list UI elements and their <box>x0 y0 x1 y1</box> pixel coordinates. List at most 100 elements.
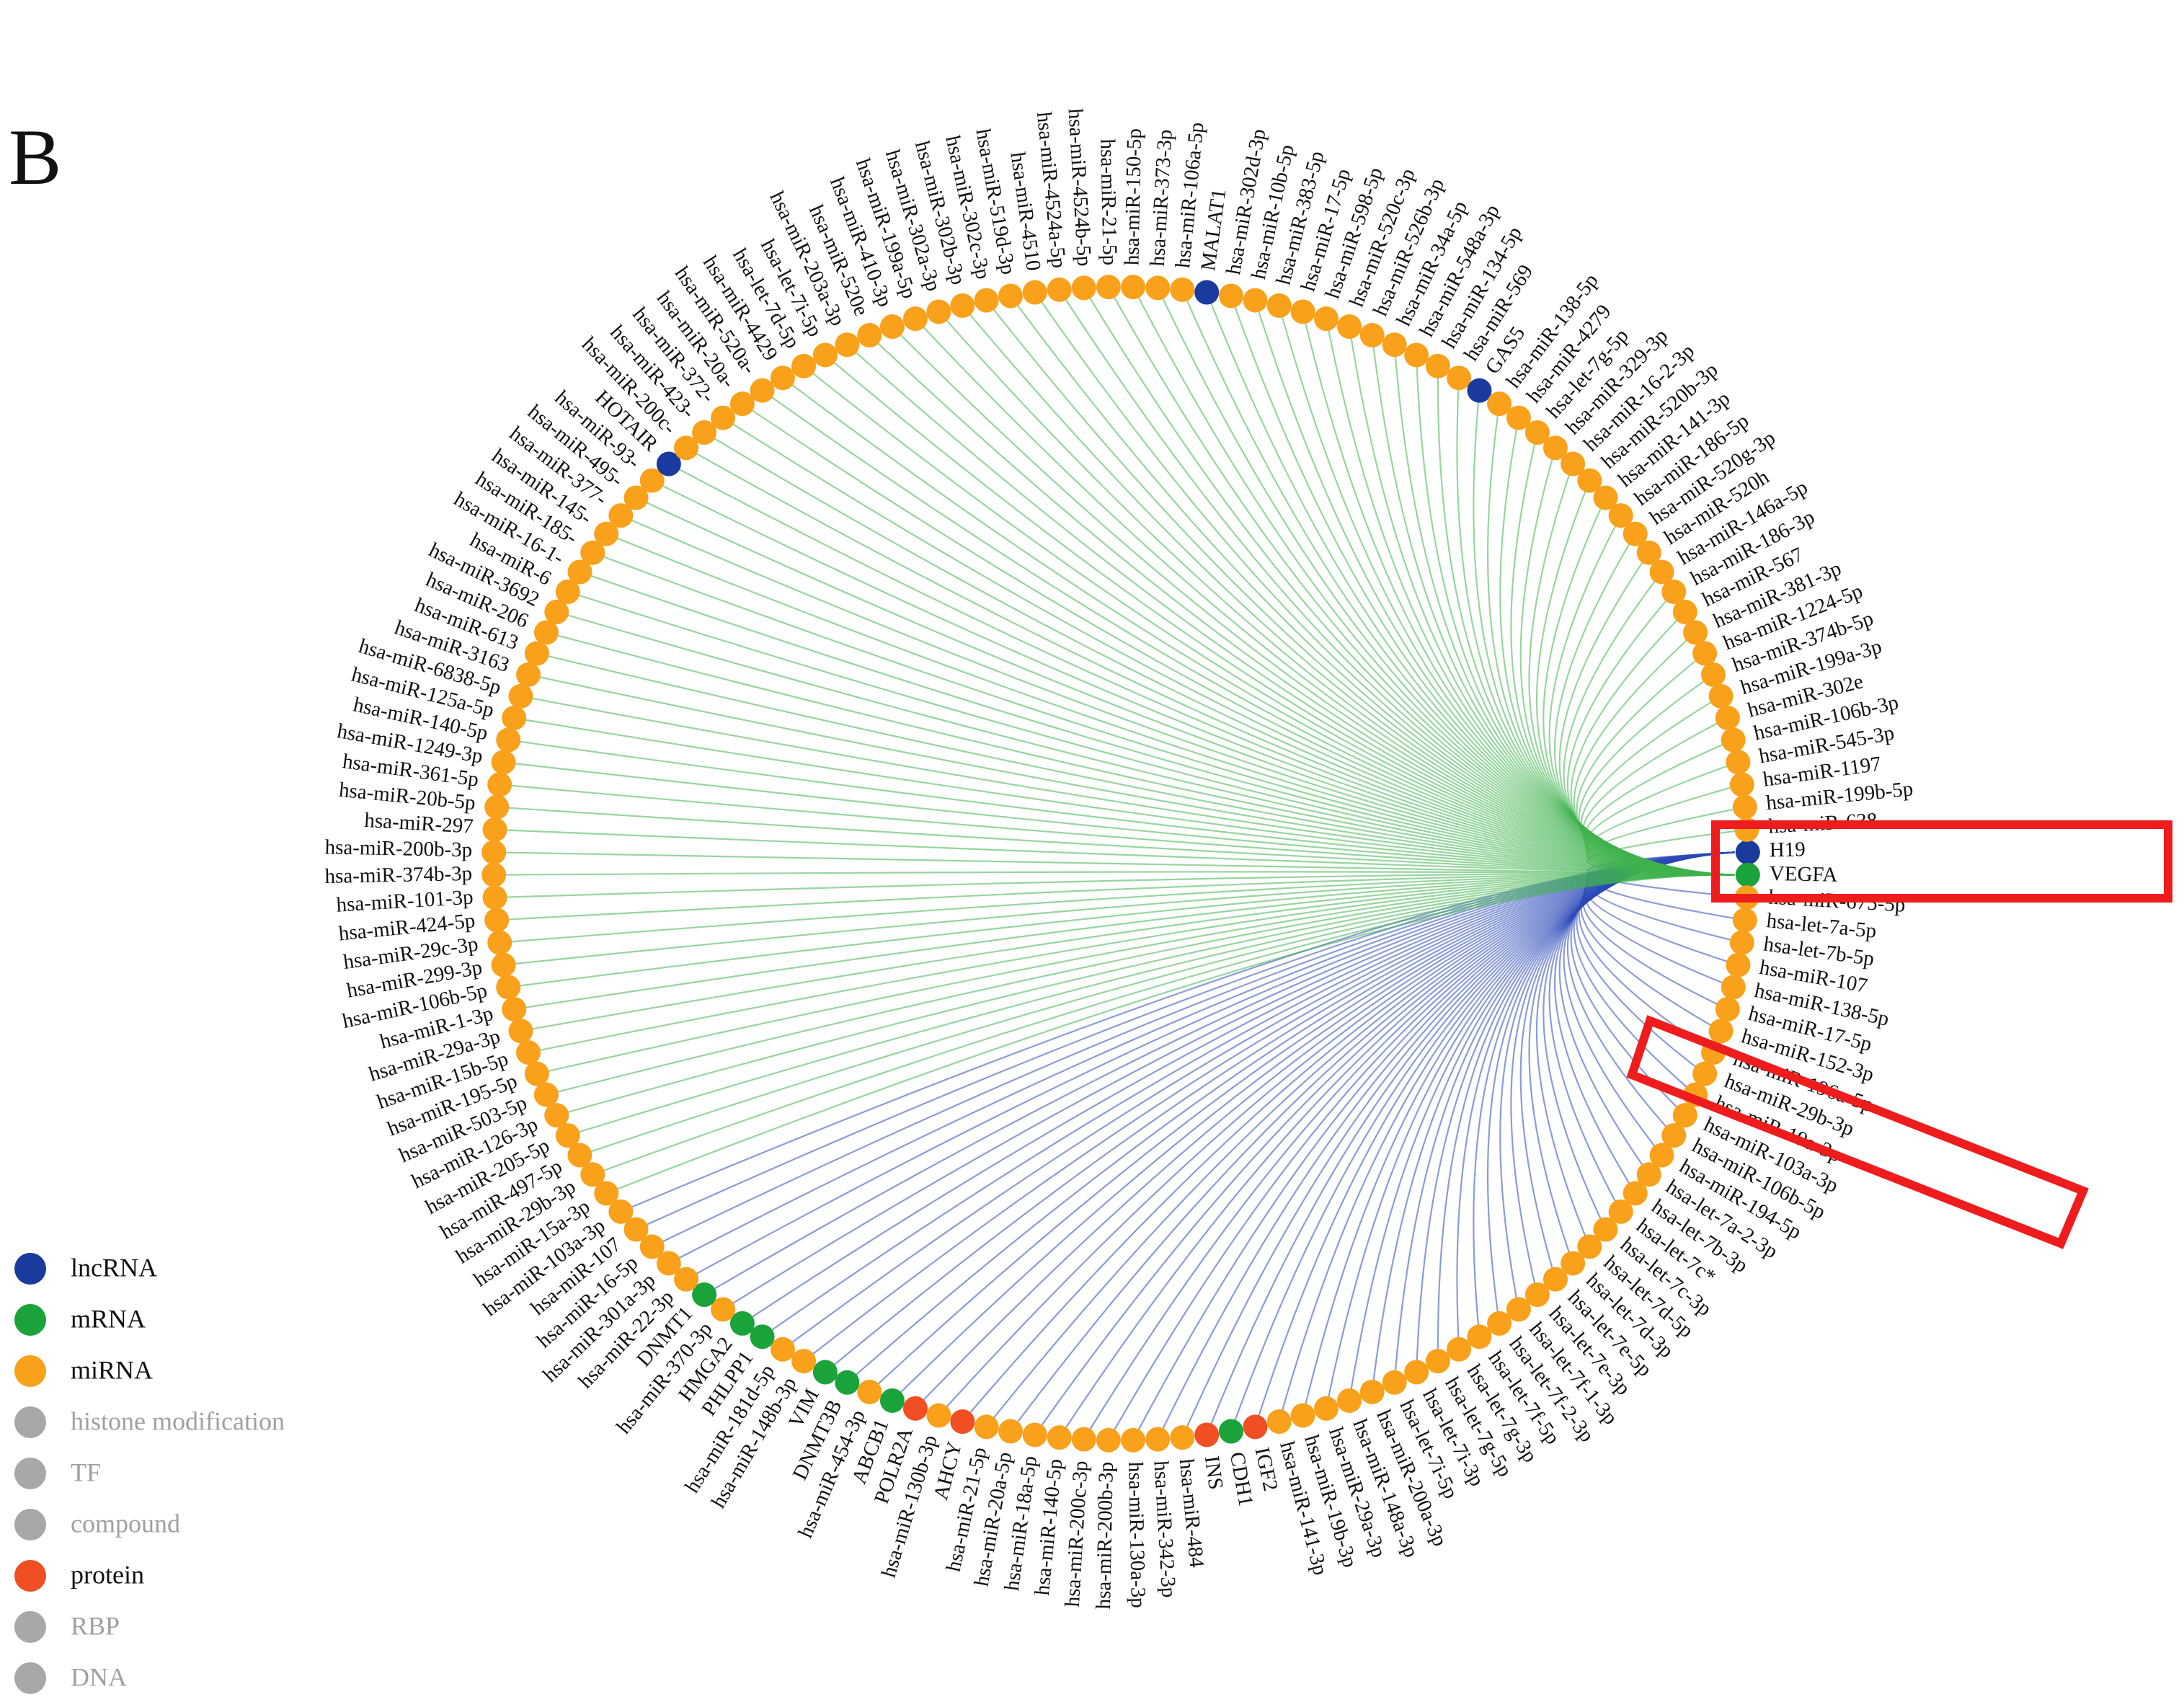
node <box>1735 862 1760 887</box>
node <box>502 996 527 1021</box>
edge <box>1586 828 1747 876</box>
node <box>487 772 512 797</box>
node <box>1732 794 1757 820</box>
node <box>544 1103 569 1128</box>
node <box>1194 1422 1220 1447</box>
node <box>926 1403 951 1428</box>
node-label: hsa-miR-150-5p <box>1120 128 1146 266</box>
legend-label: RBP <box>71 1611 120 1640</box>
node <box>1337 314 1362 340</box>
node <box>902 306 928 332</box>
node <box>812 342 838 368</box>
node <box>1447 1336 1472 1362</box>
node <box>1708 683 1734 709</box>
node <box>1715 706 1740 731</box>
node <box>544 599 569 624</box>
node <box>974 1414 999 1440</box>
node <box>1121 275 1146 300</box>
node <box>1382 1370 1407 1395</box>
node <box>1425 353 1450 378</box>
node-label: INS <box>1200 1455 1228 1491</box>
node <box>1561 1251 1586 1276</box>
node <box>567 1143 592 1168</box>
node <box>580 1162 605 1187</box>
legend: lncRNA mRNA miRNA histone modification TF com… <box>14 1253 285 1694</box>
node <box>508 683 533 709</box>
node <box>902 1396 928 1421</box>
node <box>516 1040 541 1065</box>
node <box>533 1082 559 1107</box>
node <box>770 1336 795 1362</box>
node <box>1577 468 1602 493</box>
node <box>656 451 681 476</box>
node <box>1382 332 1407 358</box>
node <box>481 840 507 865</box>
node <box>729 391 755 417</box>
node <box>1071 275 1096 301</box>
node <box>711 1297 736 1322</box>
node <box>639 1234 665 1259</box>
node <box>1359 323 1385 348</box>
node <box>1542 435 1568 461</box>
node <box>1145 275 1171 301</box>
legend-swatch <box>14 1458 46 1489</box>
node <box>555 579 580 604</box>
node <box>926 299 951 324</box>
node <box>1708 1019 1734 1044</box>
node <box>496 727 521 753</box>
node <box>1577 1234 1602 1259</box>
node <box>974 288 999 313</box>
node <box>835 332 860 358</box>
node <box>1735 840 1760 865</box>
node <box>1404 342 1429 368</box>
edge <box>1566 591 1735 876</box>
node <box>1359 1379 1385 1404</box>
node <box>484 908 510 933</box>
node-label: hsa-miR-130a-3p <box>1124 1461 1150 1608</box>
node <box>692 1282 717 1308</box>
node <box>674 1267 699 1292</box>
node <box>516 662 541 687</box>
node <box>1022 280 1047 305</box>
node <box>533 620 559 645</box>
node-label: H19 <box>1769 838 1806 861</box>
node <box>1726 952 1751 977</box>
node <box>1608 503 1633 528</box>
node <box>567 559 592 585</box>
legend-swatch <box>14 1611 46 1643</box>
legend-swatch <box>14 1662 46 1694</box>
node <box>729 1311 755 1336</box>
node <box>791 353 817 378</box>
node <box>1447 365 1472 391</box>
highlight-box <box>1711 820 2172 903</box>
legend-swatch <box>14 1304 46 1336</box>
node <box>1524 420 1550 445</box>
node <box>1425 1349 1450 1374</box>
node <box>1266 1409 1292 1435</box>
node <box>711 405 736 430</box>
node-label: VEGFA <box>1770 862 1838 887</box>
node <box>1729 772 1754 797</box>
node <box>482 885 507 910</box>
node <box>770 365 795 391</box>
node <box>857 323 882 348</box>
node <box>1721 975 1746 1000</box>
node <box>555 1123 580 1148</box>
node <box>1022 1422 1047 1447</box>
node <box>1661 579 1687 604</box>
node <box>594 521 619 546</box>
node <box>1266 293 1292 318</box>
node <box>1700 662 1726 687</box>
legend-label: miRNA <box>71 1355 153 1384</box>
node <box>496 975 521 1000</box>
node <box>1467 378 1492 403</box>
node <box>750 1324 775 1349</box>
node <box>998 1419 1024 1444</box>
node <box>1732 908 1757 933</box>
node-label: hsa-miR-373-3p <box>1146 129 1177 267</box>
node <box>1047 1425 1072 1450</box>
node <box>879 314 905 340</box>
node <box>623 485 649 510</box>
